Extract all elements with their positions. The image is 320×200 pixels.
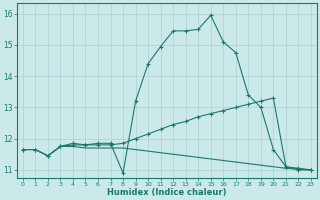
X-axis label: Humidex (Indice chaleur): Humidex (Indice chaleur) [107, 188, 227, 197]
